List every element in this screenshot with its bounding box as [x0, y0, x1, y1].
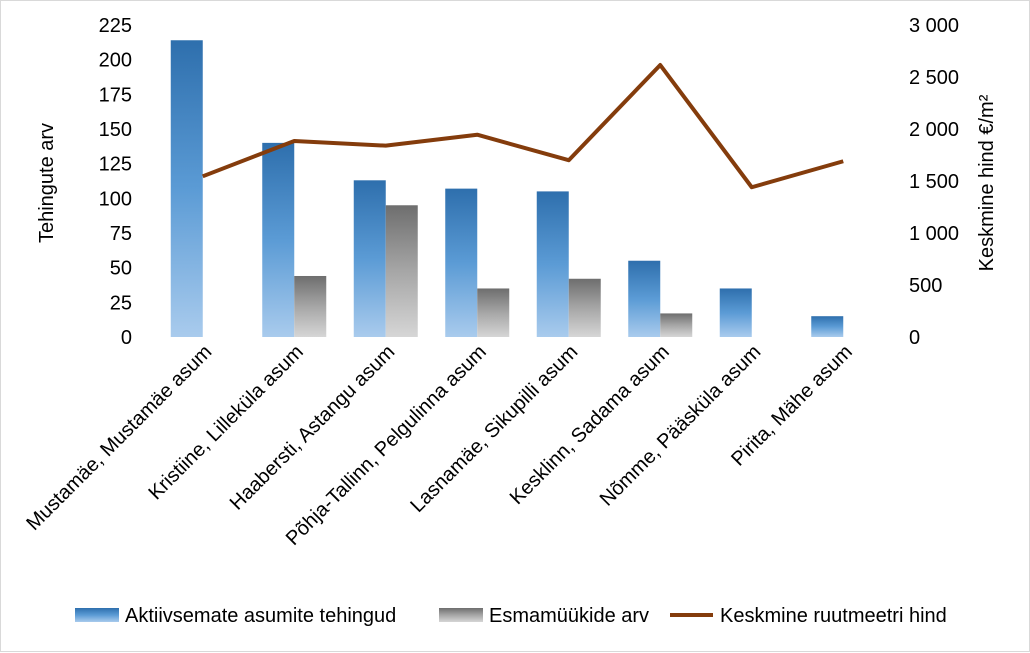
plot-area: 0 25 50 75 100 125 150 175 200 225 0 500 1 000 1 500 2…	[22, 15, 959, 550]
bar-aktiivsemate-tehingud	[262, 142, 295, 337]
y-tick-label: 25	[110, 292, 132, 314]
bar-esmamuukide-arv	[385, 205, 418, 337]
y-tick-label: 75	[110, 223, 132, 245]
y-tick-label: 125	[99, 154, 132, 176]
x-tick-label: Kristiine, Lilleküla asum	[144, 341, 307, 504]
bar-aktiivsemate-tehingud	[445, 188, 478, 337]
y2-tick-label: 2 000	[909, 119, 959, 141]
x-tick-label: Mustamäe, Mustamäe asum	[22, 341, 216, 535]
bar-aktiivsemate-tehingud	[170, 40, 203, 338]
y2-tick-label: 0	[909, 327, 920, 349]
y-tick-label: 200	[99, 50, 132, 72]
bar-aktiivsemate-tehingud	[536, 191, 569, 337]
y-axis-title: Tehingute arv	[36, 123, 58, 243]
x-tick-label: Põhja-Tallinn, Pelgulinna asum	[282, 341, 491, 550]
bar-esmamuukide-arv	[477, 288, 510, 337]
legend-label-aktiivsemate: Aktiivsemate asumite tehingud	[125, 605, 396, 627]
bar-esmamuukide-arv	[568, 278, 601, 337]
bar-esmamuukide-arv	[294, 275, 327, 337]
y-tick-label: 50	[110, 258, 132, 280]
y2-tick-label: 3 000	[909, 15, 959, 37]
x-tick-label: Lasnamäe, Sikupilli asum	[406, 341, 582, 517]
legend-swatch-esmamuugid	[439, 608, 483, 622]
y-tick-label: 225	[99, 15, 132, 37]
legend: Aktiivsemate asumite tehingud Esmamüükid…	[75, 605, 947, 627]
x-tick-label: Haabersti, Astangu asum	[226, 341, 400, 515]
y-tick-label: 175	[99, 84, 132, 106]
y2-axis-title: Keskmine hind €/m²	[976, 94, 998, 271]
bar-esmamuukide-arv	[660, 313, 693, 337]
y2-tick-label: 1 500	[909, 171, 959, 193]
bar-aktiivsemate-tehingud	[811, 316, 844, 337]
x-tick-label: Nõmme, Pääsküla asum	[596, 341, 766, 511]
y2-tick-label: 500	[909, 275, 942, 297]
x-tick-label: Kesklinn, Sadama asum	[506, 341, 674, 509]
y-tick-label: 150	[99, 119, 132, 141]
y2-tick-label: 2 500	[909, 67, 959, 89]
y-tick-label: 100	[99, 188, 132, 210]
bar-aktiivsemate-tehingud	[719, 288, 752, 337]
legend-swatch-aktiivsemate	[75, 608, 119, 622]
y-tick-label: 0	[121, 327, 132, 349]
legend-label-hind: Keskmine ruutmeetri hind	[720, 605, 947, 627]
line-keskmine-ruutmeetri-hind	[202, 63, 844, 190]
y2-tick-label: 1 000	[909, 223, 959, 245]
legend-label-esmamuugid: Esmamüükide arv	[489, 605, 649, 627]
bar-aktiivsemate-tehingud	[353, 180, 386, 337]
bar-aktiivsemate-tehingud	[628, 260, 661, 337]
